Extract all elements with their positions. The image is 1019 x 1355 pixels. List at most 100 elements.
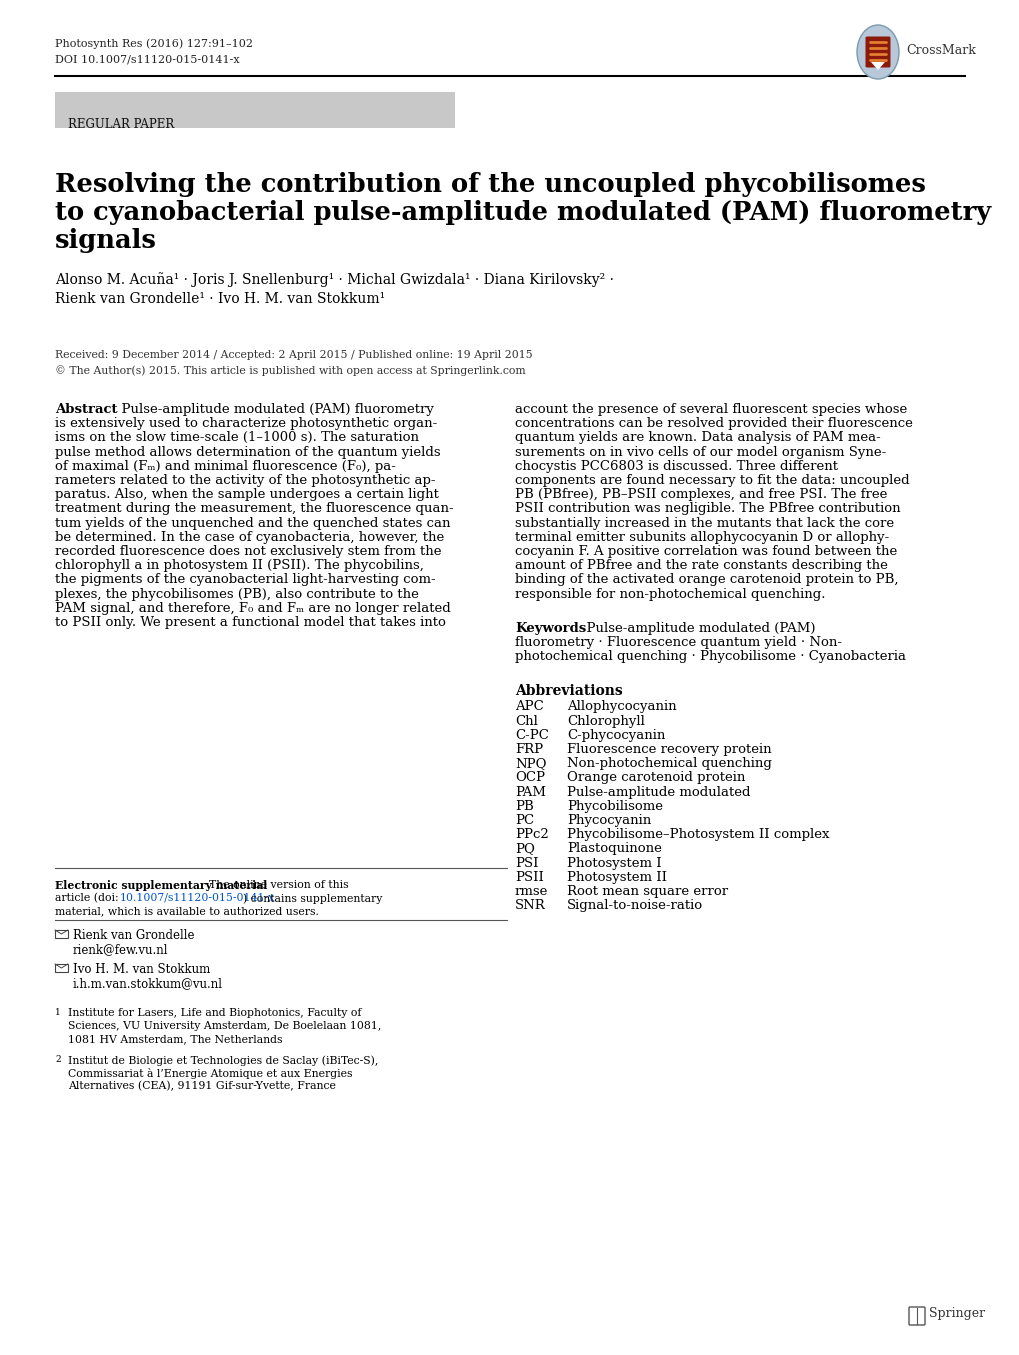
Text: PSII contribution was negligible. The PBfree contribution: PSII contribution was negligible. The PB… <box>515 503 900 515</box>
Text: chlorophyll a in photosystem II (PSII). The phycobilins,: chlorophyll a in photosystem II (PSII). … <box>55 560 424 572</box>
Text: REGULAR PAPER: REGULAR PAPER <box>68 118 174 131</box>
Text: Ivo H. M. van Stokkum: Ivo H. M. van Stokkum <box>73 963 210 976</box>
Text: Rienk van Grondelle¹ · Ivo H. M. van Stokkum¹: Rienk van Grondelle¹ · Ivo H. M. van Sto… <box>55 291 385 306</box>
Text: Plastoquinone: Plastoquinone <box>567 843 661 855</box>
Text: Pulse-amplitude modulated (PAM) fluorometry: Pulse-amplitude modulated (PAM) fluorome… <box>113 402 433 416</box>
Text: FRP: FRP <box>515 743 542 756</box>
Text: Phycobilisome: Phycobilisome <box>567 799 662 813</box>
Text: rameters related to the activity of the photosynthetic ap-: rameters related to the activity of the … <box>55 474 435 486</box>
Text: tum yields of the unquenched and the quenched states can: tum yields of the unquenched and the que… <box>55 516 450 530</box>
Text: material, which is available to authorized users.: material, which is available to authoriz… <box>55 906 319 916</box>
Text: PB (PBfree), PB–PSII complexes, and free PSI. The free: PB (PBfree), PB–PSII complexes, and free… <box>515 488 887 501</box>
Text: PAM signal, and therefore, F₀ and Fₘ are no longer related: PAM signal, and therefore, F₀ and Fₘ are… <box>55 602 450 615</box>
Text: Orange carotenoid protein: Orange carotenoid protein <box>567 771 745 785</box>
Text: PPc2: PPc2 <box>515 828 548 841</box>
Text: Phycocyanin: Phycocyanin <box>567 814 650 827</box>
Text: amount of PBfree and the rate constants describing the: amount of PBfree and the rate constants … <box>515 560 887 572</box>
Text: recorded fluorescence does not exclusively stem from the: recorded fluorescence does not exclusive… <box>55 545 441 558</box>
Text: Abstract: Abstract <box>55 402 117 416</box>
Text: to cyanobacterial pulse-amplitude modulated (PAM) fluorometry: to cyanobacterial pulse-amplitude modula… <box>55 201 990 225</box>
Text: article (doi:: article (doi: <box>55 893 118 904</box>
Text: cocyanin F. A positive correlation was found between the: cocyanin F. A positive correlation was f… <box>515 545 897 558</box>
Text: chocystis PCC6803 is discussed. Three different: chocystis PCC6803 is discussed. Three di… <box>515 459 838 473</box>
Text: Chl: Chl <box>515 714 537 728</box>
Text: components are found necessary to fit the data: uncoupled: components are found necessary to fit th… <box>515 474 909 486</box>
Text: C-phycocyanin: C-phycocyanin <box>567 729 664 741</box>
Text: rmse: rmse <box>515 885 548 898</box>
Text: responsible for non-photochemical quenching.: responsible for non-photochemical quench… <box>515 588 824 600</box>
Text: 1081 HV Amsterdam, The Netherlands: 1081 HV Amsterdam, The Netherlands <box>68 1034 282 1043</box>
Text: be determined. In the case of cyanobacteria, however, the: be determined. In the case of cyanobacte… <box>55 531 444 543</box>
Text: Alonso M. Acuña¹ · Joris J. Snellenburg¹ · Michal Gwizdala¹ · Diana Kirilovsky² : Alonso M. Acuña¹ · Joris J. Snellenburg¹… <box>55 272 613 287</box>
Text: terminal emitter subunits allophycocyanin D or allophy-: terminal emitter subunits allophycocyani… <box>515 531 889 543</box>
Text: photochemical quenching · Phycobilisome · Cyanobacteria: photochemical quenching · Phycobilisome … <box>515 650 905 663</box>
Text: plexes, the phycobilisomes (PB), also contribute to the: plexes, the phycobilisomes (PB), also co… <box>55 588 419 600</box>
Text: C-PC: C-PC <box>515 729 548 741</box>
Text: Allophycocyanin: Allophycocyanin <box>567 701 676 713</box>
Text: substantially increased in the mutants that lack the core: substantially increased in the mutants t… <box>515 516 894 530</box>
Text: Fluorescence recovery protein: Fluorescence recovery protein <box>567 743 770 756</box>
Bar <box>55 930 67 938</box>
Bar <box>55 92 454 127</box>
Text: Photosystem II: Photosystem II <box>567 871 666 883</box>
Text: pulse method allows determination of the quantum yields: pulse method allows determination of the… <box>55 446 440 458</box>
Text: NPQ: NPQ <box>515 757 546 770</box>
Text: Institut de Biologie et Technologies de Saclay (iBiTec-S),: Institut de Biologie et Technologies de … <box>68 1056 378 1065</box>
Text: Resolving the contribution of the uncoupled phycobilisomes: Resolving the contribution of the uncoup… <box>55 172 925 196</box>
Text: APC: APC <box>515 701 543 713</box>
Text: Pulse-amplitude modulated: Pulse-amplitude modulated <box>567 786 750 798</box>
Text: rienk@few.vu.nl: rienk@few.vu.nl <box>73 943 168 957</box>
Text: signals: signals <box>55 228 157 253</box>
Text: PC: PC <box>515 814 534 827</box>
Text: PB: PB <box>515 799 533 813</box>
Bar <box>55 963 67 972</box>
Text: CrossMark: CrossMark <box>905 43 975 57</box>
Polygon shape <box>870 62 884 70</box>
Text: Alternatives (CEA), 91191 Gif-sur-Yvette, France: Alternatives (CEA), 91191 Gif-sur-Yvette… <box>68 1081 335 1091</box>
Text: account the presence of several fluorescent species whose: account the presence of several fluoresc… <box>515 402 906 416</box>
Text: 2: 2 <box>55 1056 60 1064</box>
Ellipse shape <box>856 24 898 79</box>
Text: concentrations can be resolved provided their fluorescence: concentrations can be resolved provided … <box>515 417 912 430</box>
Text: Signal-to-noise-ratio: Signal-to-noise-ratio <box>567 900 702 912</box>
Text: treatment during the measurement, the fluorescence quan-: treatment during the measurement, the fl… <box>55 503 453 515</box>
Text: Non-photochemical quenching: Non-photochemical quenching <box>567 757 771 770</box>
FancyBboxPatch shape <box>865 37 890 68</box>
Text: 1: 1 <box>55 1008 61 1018</box>
Text: 10.1007/s11120-015-0141-x: 10.1007/s11120-015-0141-x <box>120 893 275 902</box>
Text: Rienk van Grondelle: Rienk van Grondelle <box>73 930 195 942</box>
Text: PSI: PSI <box>515 856 538 870</box>
Text: the pigments of the cyanobacterial light-harvesting com-: the pigments of the cyanobacterial light… <box>55 573 435 587</box>
Text: to PSII only. We present a functional model that takes into: to PSII only. We present a functional mo… <box>55 617 445 629</box>
Text: is extensively used to characterize photosynthetic organ-: is extensively used to characterize phot… <box>55 417 437 430</box>
Text: PAM: PAM <box>515 786 545 798</box>
Text: Chlorophyll: Chlorophyll <box>567 714 644 728</box>
Text: surements on in vivo cells of our model organism Syne-: surements on in vivo cells of our model … <box>515 446 886 458</box>
Text: SNR: SNR <box>515 900 545 912</box>
Text: paratus. Also, when the sample undergoes a certain light: paratus. Also, when the sample undergoes… <box>55 488 438 501</box>
Text: The online version of this: The online version of this <box>202 879 348 890</box>
Text: DOI 10.1007/s11120-015-0141-x: DOI 10.1007/s11120-015-0141-x <box>55 54 239 64</box>
Text: Electronic supplementary material: Electronic supplementary material <box>55 879 267 892</box>
Text: of maximal (Fₘ) and minimal fluorescence (F₀), pa-: of maximal (Fₘ) and minimal fluorescence… <box>55 459 395 473</box>
Text: Received: 9 December 2014 / Accepted: 2 April 2015 / Published online: 19 April : Received: 9 December 2014 / Accepted: 2 … <box>55 350 532 360</box>
Text: PQ: PQ <box>515 843 534 855</box>
Text: binding of the activated orange carotenoid protein to PB,: binding of the activated orange caroteno… <box>515 573 898 587</box>
Text: Sciences, VU University Amsterdam, De Boelelaan 1081,: Sciences, VU University Amsterdam, De Bo… <box>68 1022 381 1031</box>
Text: OCP: OCP <box>515 771 544 785</box>
Text: fluorometry · Fluorescence quantum yield · Non-: fluorometry · Fluorescence quantum yield… <box>515 635 841 649</box>
Text: PSII: PSII <box>515 871 543 883</box>
Text: Photosystem I: Photosystem I <box>567 856 661 870</box>
Text: ) contains supplementary: ) contains supplementary <box>243 893 382 904</box>
Text: isms on the slow time-scale (1–1000 s). The saturation: isms on the slow time-scale (1–1000 s). … <box>55 431 419 444</box>
Text: Abbreviations: Abbreviations <box>515 684 623 698</box>
Text: Pulse-amplitude modulated (PAM): Pulse-amplitude modulated (PAM) <box>578 622 815 634</box>
Text: Photosynth Res (2016) 127:91–102: Photosynth Res (2016) 127:91–102 <box>55 38 253 49</box>
Text: Institute for Lasers, Life and Biophotonics, Faculty of: Institute for Lasers, Life and Biophoton… <box>68 1008 361 1018</box>
Text: © The Author(s) 2015. This article is published with open access at Springerlink: © The Author(s) 2015. This article is pu… <box>55 364 525 375</box>
Text: Springer: Springer <box>928 1308 984 1321</box>
Text: Root mean square error: Root mean square error <box>567 885 728 898</box>
Text: quantum yields are known. Data analysis of PAM mea-: quantum yields are known. Data analysis … <box>515 431 879 444</box>
Text: i.h.m.van.stokkum@vu.nl: i.h.m.van.stokkum@vu.nl <box>73 977 223 991</box>
Text: Commissariat à l’Energie Atomique et aux Energies: Commissariat à l’Energie Atomique et aux… <box>68 1068 353 1079</box>
